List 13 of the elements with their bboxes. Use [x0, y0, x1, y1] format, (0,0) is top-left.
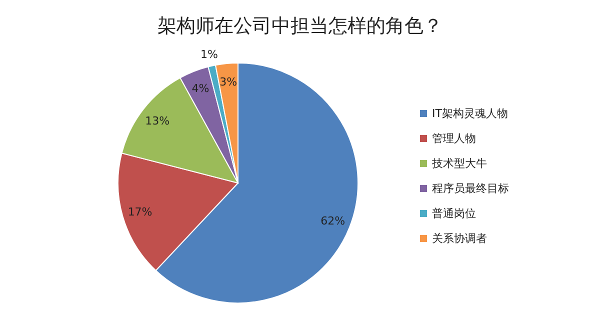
- legend-label: 普通岗位: [432, 207, 476, 220]
- chart-title: 架构师在公司中担当怎样的角色？: [158, 15, 442, 37]
- data-label: 62%: [320, 214, 346, 228]
- data-label: 13%: [145, 114, 170, 128]
- legend-label: 关系协调者: [432, 232, 487, 245]
- legend-label: 管理人物: [432, 132, 476, 145]
- legend-label: IT架构灵魂人物: [432, 107, 508, 120]
- data-label: 4%: [192, 82, 210, 96]
- legend-label: 技术型大牛: [431, 157, 487, 170]
- data-label: 3%: [220, 75, 238, 88]
- data-label: 17%: [128, 205, 152, 218]
- legend-label: 程序员最终目标: [432, 182, 509, 195]
- data-label: 1%: [200, 48, 218, 62]
